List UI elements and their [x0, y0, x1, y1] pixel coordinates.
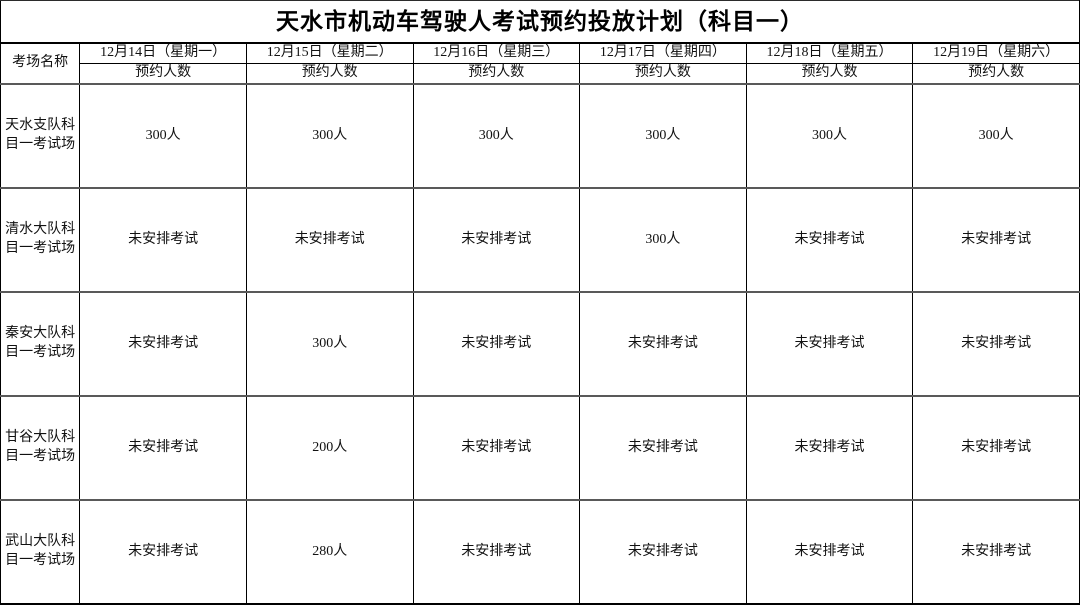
table-row-gangu: 甘谷大队科目一考试场 未安排考试 200人 未安排考试 未安排考试 未安排考试 … [0, 395, 1080, 501]
value-cell: 300人 [912, 83, 1080, 189]
venue-cell: 秦安大队科目一考试场 [0, 291, 81, 397]
value-cell: 未安排考试 [245, 187, 414, 293]
value-cell: 未安排考试 [412, 499, 581, 605]
value-cell: 未安排考试 [912, 499, 1080, 605]
value-cell: 未安排考试 [412, 395, 581, 501]
value-cell: 未安排考试 [745, 291, 914, 397]
venue-cell: 武山大队科目一考试场 [0, 499, 81, 605]
venue-cell: 天水支队科目一考试场 [0, 83, 81, 189]
value-cell: 未安排考试 [745, 187, 914, 293]
subheader-cell: 预约人数 [79, 63, 247, 85]
table-row-qingshui: 清水大队科目一考试场 未安排考试 未安排考试 未安排考试 300人 未安排考试 … [0, 187, 1080, 293]
date-header-cell-1219: 12月19日（星期六） [912, 42, 1080, 64]
value-cell: 未安排考试 [79, 291, 247, 397]
value-cell: 未安排考试 [912, 291, 1080, 397]
table-row-qinan: 秦安大队科目一考试场 未安排考试 300人 未安排考试 未安排考试 未安排考试 … [0, 291, 1080, 397]
value-cell: 200人 [245, 395, 414, 501]
corner-header-cell: 考场名称 [0, 42, 81, 85]
venue-cell: 清水大队科目一考试场 [0, 187, 81, 293]
value-cell: 未安排考试 [912, 395, 1080, 501]
title-row: 天水市机动车驾驶人考试预约投放计划（科目一） [0, 0, 1080, 44]
value-cell: 300人 [412, 83, 581, 189]
value-cell: 未安排考试 [79, 187, 247, 293]
value-cell: 未安排考试 [745, 395, 914, 501]
date-header-cell-1215: 12月15日（星期二） [245, 42, 414, 64]
value-cell: 300人 [245, 83, 414, 189]
page-title: 天水市机动车驾驶人考试预约投放计划（科目一） [0, 0, 1080, 44]
value-cell: 300人 [579, 187, 747, 293]
value-cell: 未安排考试 [412, 187, 581, 293]
value-cell: 280人 [245, 499, 414, 605]
value-cell: 未安排考试 [412, 291, 581, 397]
date-header-cell-1216: 12月16日（星期三） [412, 42, 581, 64]
subheader-row: 预约人数 预约人数 预约人数 预约人数 预约人数 预约人数 [1, 63, 1080, 85]
date-header-cell-1214: 12月14日（星期一） [79, 42, 247, 64]
value-cell: 未安排考试 [79, 395, 247, 501]
subheader-cell: 预约人数 [412, 63, 581, 85]
value-cell: 未安排考试 [579, 395, 747, 501]
value-cell: 未安排考试 [912, 187, 1080, 293]
value-cell: 未安排考试 [79, 499, 247, 605]
date-header-cell-1217: 12月17日（星期四） [579, 42, 747, 64]
value-cell: 300人 [245, 291, 414, 397]
subheader-cell: 预约人数 [245, 63, 414, 85]
subheader-cell: 预约人数 [579, 63, 747, 85]
value-cell: 300人 [79, 83, 247, 189]
date-header-cell-1218: 12月18日（星期五） [745, 42, 914, 64]
value-cell: 未安排考试 [745, 499, 914, 605]
table-row-wushan: 武山大队科目一考试场 未安排考试 280人 未安排考试 未安排考试 未安排考试 … [0, 499, 1080, 605]
date-header-row: 考场名称 12月14日（星期一） 12月15日（星期二） 12月16日（星期三）… [0, 42, 1080, 85]
subheader-cell: 预约人数 [912, 63, 1080, 85]
value-cell: 300人 [745, 83, 914, 189]
value-cell: 未安排考试 [579, 291, 747, 397]
value-cell: 未安排考试 [579, 499, 747, 605]
venue-cell: 甘谷大队科目一考试场 [0, 395, 81, 501]
table-row-tianshui: 天水支队科目一考试场 300人 300人 300人 300人 300人 300人 [0, 83, 1080, 189]
subheader-cell: 预约人数 [745, 63, 914, 85]
value-cell: 300人 [579, 83, 747, 189]
